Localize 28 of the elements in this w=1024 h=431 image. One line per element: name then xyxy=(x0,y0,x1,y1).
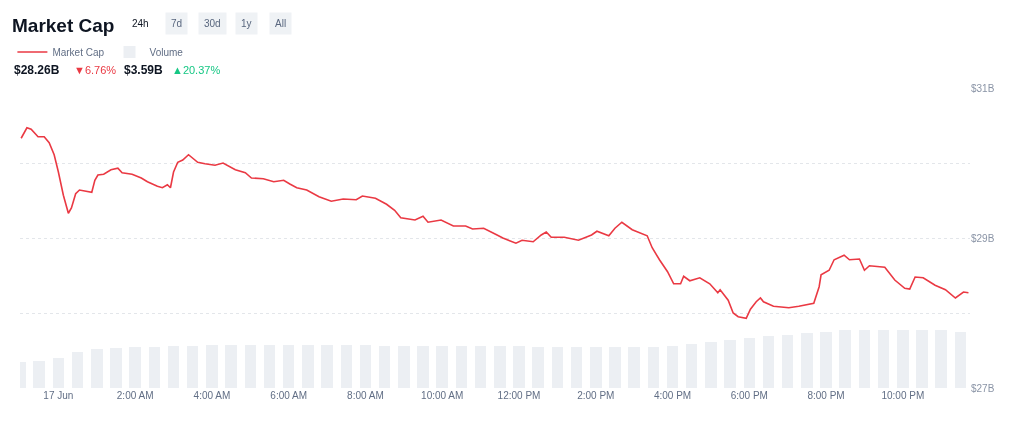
legend-label: Volume xyxy=(149,46,184,58)
x-tick-label: 10:00 AM xyxy=(421,390,464,401)
x-tick-label: 2:00 PM xyxy=(577,390,615,401)
legend-label: Market Cap xyxy=(52,46,105,58)
text: 1y xyxy=(241,18,252,29)
text: 7d xyxy=(171,18,183,29)
x-tick-label: 4:00 AM xyxy=(193,390,231,401)
x-tick-label: 4:00 PM xyxy=(653,390,692,401)
x-tick-label: 12:00 PM xyxy=(497,390,541,401)
x-tick-label: 8:00 PM xyxy=(807,390,845,401)
text: $3.59B xyxy=(124,63,164,77)
text: $28.26B xyxy=(14,63,60,77)
text: 30d xyxy=(204,18,221,29)
text: All xyxy=(275,18,287,29)
x-tick-label: 6:00 PM xyxy=(730,390,768,401)
text: 24h xyxy=(132,18,149,29)
chart-title: Market Cap xyxy=(12,14,115,36)
x-tick-label: 2:00 AM xyxy=(116,390,154,401)
y-tick-label: $29B xyxy=(971,232,995,244)
y-tick-label: $27B xyxy=(971,382,995,394)
x-tick-label: 8:00 AM xyxy=(347,390,384,401)
line-series xyxy=(20,126,970,320)
y-tick-label: $31B xyxy=(971,82,995,94)
x-tick-label: 6:00 AM xyxy=(270,390,308,401)
text: ▼6.76% xyxy=(74,64,117,76)
x-tick-label: 10:00 PM xyxy=(881,390,925,401)
x-tick-label: 17 Jun xyxy=(43,390,74,401)
text: ▲20.37% xyxy=(172,64,221,76)
